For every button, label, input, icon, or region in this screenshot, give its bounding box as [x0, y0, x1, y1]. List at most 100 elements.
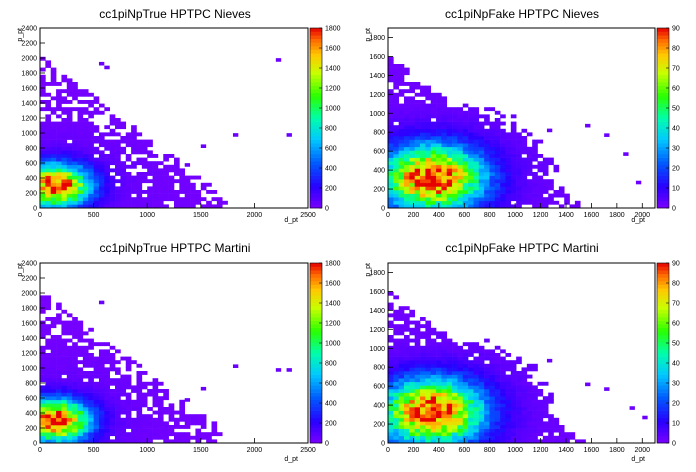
heatmap-cell — [569, 432, 576, 437]
heatmap-cell — [430, 338, 437, 343]
heatmap-cell — [404, 179, 410, 184]
heatmap-cell — [537, 417, 544, 422]
heatmap-cell — [82, 363, 89, 368]
heatmap-cell — [388, 417, 394, 422]
heatmap-cell — [505, 168, 512, 173]
heatmap-cell — [66, 121, 73, 126]
heatmap-cell — [494, 399, 501, 404]
heatmap-cell — [72, 327, 78, 332]
heatmap-cell — [414, 157, 421, 162]
heatmap-cell — [500, 157, 506, 162]
x-tick-label: 800 — [484, 212, 496, 219]
heatmap-cell — [436, 118, 442, 122]
heatmap-cell — [77, 164, 84, 169]
heatmap-cell — [478, 132, 485, 137]
heatmap-cell — [468, 172, 474, 176]
heatmap-cell — [152, 399, 159, 404]
heatmap-cell — [131, 197, 137, 202]
heatmap-cell — [521, 432, 528, 437]
heatmap-cell — [195, 439, 202, 444]
heatmap-cell — [72, 432, 78, 437]
heatmap-cell — [441, 121, 448, 126]
heatmap-cell — [494, 125, 501, 130]
heatmap-cell — [409, 349, 415, 354]
heatmap-cell — [98, 300, 105, 305]
heatmap-cell — [393, 132, 399, 137]
heatmap-cell — [61, 143, 68, 148]
heatmap-cell — [409, 82, 415, 86]
heatmap-cell — [425, 378, 432, 383]
heatmap-cell — [425, 154, 432, 158]
heatmap-cell — [404, 125, 410, 130]
heatmap-cell — [505, 381, 512, 386]
heatmap-cell — [457, 396, 464, 401]
heatmap-cell — [40, 132, 46, 137]
heatmap-cell — [388, 324, 394, 329]
heatmap-cell — [446, 428, 453, 433]
heatmap-cell — [425, 200, 432, 205]
heatmap-cell — [409, 327, 415, 332]
heatmap-cell — [468, 168, 474, 173]
heatmap-cell — [40, 299, 46, 303]
heatmap-cell — [45, 60, 52, 65]
heatmap-cell — [66, 114, 73, 119]
color-bar-tick-label: 70 — [672, 66, 680, 73]
heatmap-cell — [420, 128, 426, 133]
heatmap-cell — [516, 421, 522, 426]
heatmap-cell — [468, 190, 474, 194]
heatmap-cell — [425, 121, 432, 126]
heatmap-cell — [393, 197, 399, 202]
heatmap-cell — [420, 425, 426, 429]
heatmap-cells — [40, 295, 292, 444]
heatmap-cell — [489, 374, 496, 379]
heatmap-cell — [473, 168, 480, 173]
heatmap-cell — [179, 425, 186, 429]
heatmap-cell — [446, 143, 453, 148]
heatmap-cell — [414, 168, 421, 173]
heatmap-cell — [526, 432, 533, 437]
heatmap-cell — [168, 190, 175, 194]
heatmap-cell — [398, 103, 405, 108]
heatmap-cell — [82, 132, 89, 137]
heatmap-cell — [77, 154, 84, 158]
heatmap-cell — [50, 157, 57, 162]
heatmap-cell — [88, 378, 94, 383]
heatmap-cell — [574, 200, 581, 205]
heatmap-cell — [430, 439, 437, 444]
heatmap-cell — [462, 389, 469, 393]
heatmap-cell — [77, 385, 84, 390]
heatmap-cell — [61, 378, 68, 383]
heatmap-cell — [184, 417, 191, 422]
heatmap-cell — [484, 168, 490, 173]
heatmap-cell — [452, 381, 458, 386]
heatmap-cell — [404, 374, 410, 379]
heatmap-cell — [425, 204, 432, 209]
heatmap-cell — [489, 425, 496, 429]
heatmap-cell — [98, 168, 105, 173]
heatmap-cell — [388, 381, 394, 386]
heatmap-cell — [521, 193, 528, 198]
heatmap-cell — [109, 121, 116, 126]
heatmap-cell — [420, 136, 426, 140]
heatmap-cell — [446, 175, 453, 180]
heatmap-cell — [393, 414, 399, 419]
heatmap-cell — [61, 414, 68, 419]
heatmap-cell — [473, 389, 480, 393]
heatmap-cell — [494, 132, 501, 137]
heatmap-cell — [109, 345, 116, 350]
heatmap-cell — [505, 146, 512, 151]
heatmap-cell — [77, 118, 84, 122]
heatmap-cell — [77, 190, 84, 194]
heatmap-cell — [88, 197, 94, 202]
heatmap-cell — [526, 389, 533, 393]
heatmap-cell — [115, 399, 121, 404]
heatmap-cell — [510, 425, 517, 429]
heatmap-cell — [104, 414, 110, 419]
heatmap-cell — [109, 139, 116, 144]
color-bar-tick-label: 400 — [325, 401, 337, 408]
heatmap-cell — [494, 146, 501, 151]
heatmap-cell — [521, 428, 528, 433]
color-bar-tick-label: 1400 — [325, 301, 341, 308]
heatmap-cell — [115, 410, 121, 415]
heatmap-cell — [72, 204, 78, 209]
